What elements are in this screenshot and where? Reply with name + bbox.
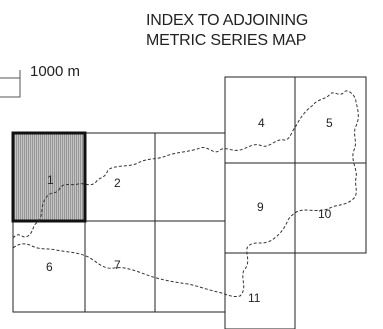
scale-bar-label: 1000 m <box>30 63 81 80</box>
sheet-number-1: 1 <box>47 173 54 187</box>
sheet-number-10: 10 <box>318 207 332 221</box>
map-sheet-10[interactable] <box>294 162 367 254</box>
sheet-number-5: 5 <box>326 116 333 130</box>
sheet-number-11: 11 <box>248 291 261 305</box>
map-sheet-11[interactable] <box>224 252 296 329</box>
map-index-title-line-2: METRIC SERIES MAP <box>146 32 307 49</box>
map-sheet-1[interactable] <box>12 132 86 222</box>
scale-bar <box>0 70 21 98</box>
map-index-title-line-1: INDEX TO ADJOINING <box>146 12 309 29</box>
sheet-number-6: 6 <box>46 260 53 274</box>
map-sheet-8[interactable] <box>154 220 226 313</box>
sheet-number-4: 4 <box>258 116 265 130</box>
sheet-number-2: 2 <box>114 176 121 190</box>
sheet-number-7: 7 <box>114 258 121 272</box>
boundary-line <box>12 90 359 297</box>
selected-sheet-outline <box>11 131 87 223</box>
map-sheet-3[interactable] <box>154 132 226 222</box>
sheet-number-9: 9 <box>257 200 264 214</box>
